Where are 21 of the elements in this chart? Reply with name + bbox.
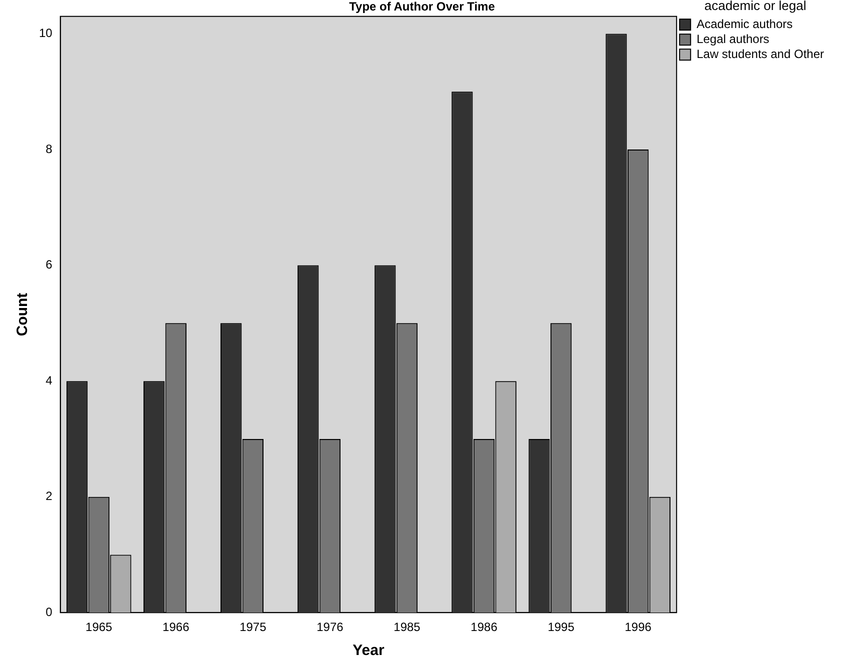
x-tick-label: 1995 <box>548 620 575 634</box>
x-tick-label: 1986 <box>470 620 498 634</box>
legend-label: Academic authors <box>696 16 793 31</box>
y-tick-label: 8 <box>46 142 53 156</box>
legend-label: Legal authors <box>696 32 770 46</box>
x-tick-label: 1966 <box>162 620 190 634</box>
legend-label: Law students and Other <box>696 46 824 61</box>
y-tick-label: 0 <box>46 604 53 619</box>
x-tick-label: 1996 <box>624 620 652 634</box>
y-tick-label: 6 <box>46 258 53 272</box>
y-tick-label: 2 <box>46 489 53 504</box>
y-axis-title: Count <box>14 292 32 336</box>
x-tick-label: 1985 <box>394 620 421 634</box>
y-tick-label: 4 <box>46 373 53 388</box>
x-tick-label: 1965 <box>86 620 113 634</box>
legend-title: academic or legal <box>704 0 806 14</box>
y-tick-label: 10 <box>38 26 53 40</box>
x-tick-label: 1975 <box>240 620 267 634</box>
x-axis-title: Year <box>352 642 384 660</box>
x-tick-label: 1976 <box>316 620 344 634</box>
chart-title: Type of Author Over Time <box>349 0 496 14</box>
